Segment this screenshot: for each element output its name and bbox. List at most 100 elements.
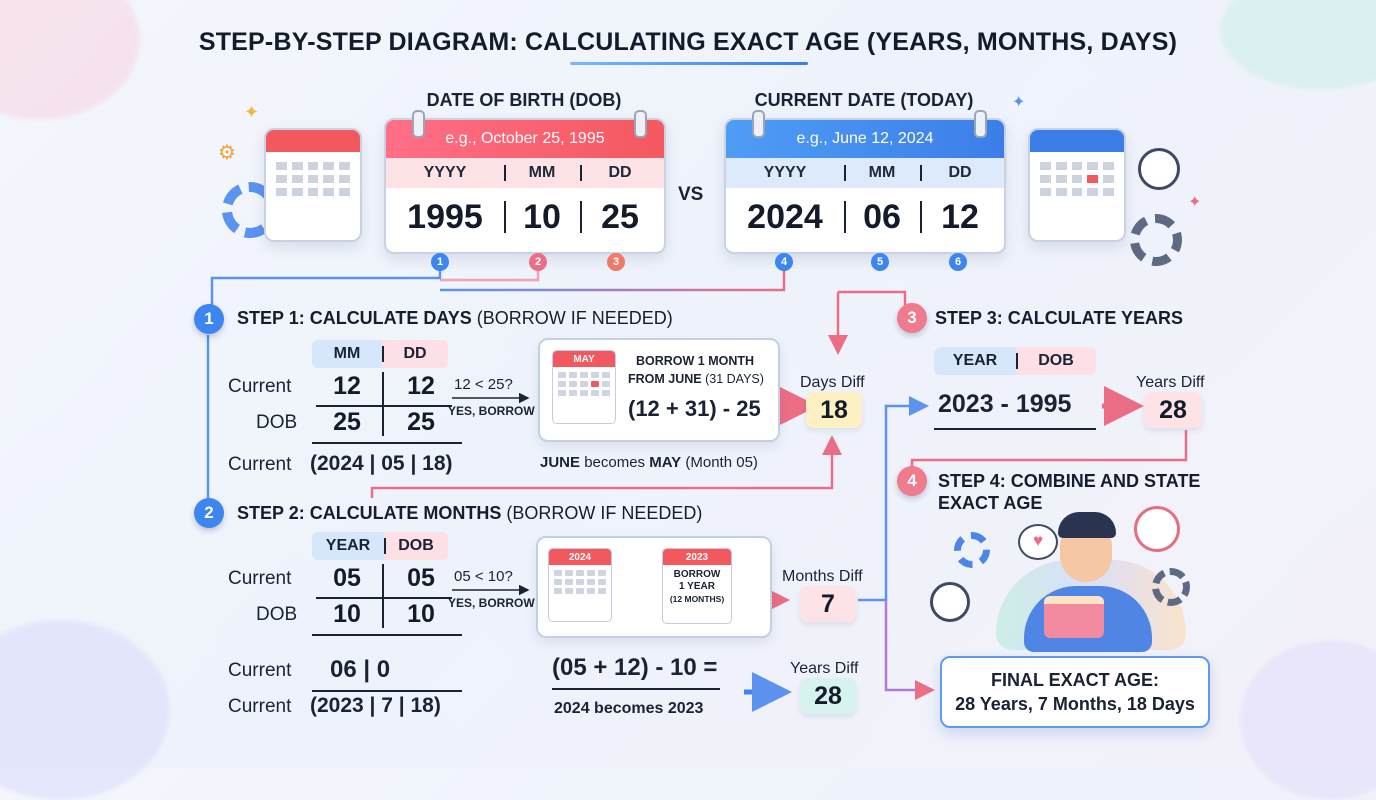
current-label-year: YYYY — [763, 164, 807, 181]
step2-row-label-dob: DOB — [256, 604, 298, 625]
step2-header-dob: DOB — [384, 532, 448, 560]
step2-dob-b: 10 — [407, 600, 435, 628]
calendar-ring — [974, 110, 987, 138]
clock-icon — [1138, 148, 1180, 190]
calendar-2023-label: 2023 — [663, 549, 731, 565]
clock-icon — [1134, 506, 1180, 552]
step3-badge: 3 — [897, 303, 927, 333]
borrow-line-3: (12 MONTHS) — [669, 594, 725, 604]
months-diff-label: Months Diff — [782, 568, 863, 585]
divider — [312, 690, 462, 692]
step2-final-row-label: Current — [228, 696, 292, 717]
step1-title-text: STEP 1: CALCULATE DAYS — [237, 308, 472, 328]
current-value-month: 06 — [844, 198, 920, 237]
step1-current-mm: 12 — [333, 372, 361, 400]
current-heading: CURRENT DATE (TODAY) — [754, 90, 974, 110]
heart-bubble-icon: ♥ — [1018, 524, 1058, 560]
marker-5: 5 — [871, 253, 889, 271]
step1-note: JUNE becomes MAY (Month 05) — [540, 454, 758, 471]
calendar-ring — [634, 110, 647, 138]
step1-compare: 12 < 25? — [454, 376, 513, 393]
step1-dob-dd: 25 — [407, 408, 435, 436]
divider — [934, 428, 1096, 430]
dob-calendar: e.g., October 25, 1995 YYYY MM DD 1995 1… — [384, 118, 666, 254]
days-diff-value: 18 — [806, 392, 862, 428]
step2-header: YEAR DOB — [312, 532, 448, 560]
title-underline — [570, 62, 808, 65]
step1-note-may: MAY — [649, 454, 682, 471]
years-diff-label-2: Years Diff — [790, 660, 859, 677]
step2-compare: 05 < 10? — [454, 568, 513, 585]
borrow-line-2: 1 YEAR — [679, 581, 715, 592]
step4-badge: 4 — [897, 466, 927, 496]
step1-borrow-days: (31 DAYS) — [705, 372, 764, 386]
step3-formula: 2023 - 1995 — [938, 390, 1072, 418]
step3-header: YEAR DOB — [934, 347, 1096, 375]
current-example: e.g., June 12, 2024 — [726, 120, 1004, 158]
connector-lines — [206, 268, 1188, 712]
dob-value-day: 25 — [580, 198, 660, 237]
step2-dob-a: 10 — [333, 600, 361, 628]
divider — [552, 688, 720, 690]
sparkle-icon: ✦ — [1188, 194, 1202, 211]
step2-title-text: STEP 2: CALCULATE MONTHS — [237, 503, 502, 523]
divider — [382, 564, 384, 628]
calendar-2023-icon: 2023 BORROW 1 YEAR (12 MONTHS) — [662, 548, 732, 624]
step2-current-b: 05 — [407, 564, 435, 592]
step2-subtitle: (BORROW IF NEEDED) — [506, 503, 703, 523]
dob-example: e.g., October 25, 1995 — [386, 120, 664, 158]
sparkle-icon: ✦ — [1012, 94, 1026, 111]
step1-compare-note: YES, BORROW — [448, 404, 535, 418]
gear-icon — [1130, 214, 1182, 266]
current-calendar: e.g., June 12, 2024 YYYY MM DD 2024 06 1… — [724, 118, 1006, 254]
calendar-ring — [752, 110, 765, 138]
step1-dob-mm: 25 — [333, 408, 361, 436]
step4-title-line2: EXACT AGE — [938, 493, 1043, 513]
divider — [316, 405, 452, 407]
marker-4: 4 — [775, 253, 793, 271]
calendar-icon — [264, 128, 362, 242]
vs-label: VS — [678, 184, 704, 205]
step1-note-june: JUNE — [540, 454, 581, 471]
clock-icon — [930, 582, 970, 622]
calendar-2024-label: 2024 — [549, 549, 611, 565]
step2-title: STEP 2: CALCULATE MONTHS (BORROW IF NEED… — [237, 503, 702, 524]
step2-formula: (05 + 12) - 10 = — [552, 654, 718, 681]
step2-formula-note: 2024 becomes 2023 — [554, 700, 704, 717]
may-calendar-label: MAY — [553, 351, 615, 367]
step1-note-becomes: becomes — [584, 454, 646, 471]
step1-borrow-line2: FROM JUNE (31 DAYS) — [628, 372, 764, 386]
step3-title: STEP 3: CALCULATE YEARS — [935, 308, 1184, 328]
step2-final-row: (2023 | 7 | 18) — [310, 694, 441, 717]
marker-2: 2 — [529, 253, 547, 271]
calendar-icon — [1028, 128, 1126, 242]
dob-heading: DATE OF BIRTH (DOB) — [426, 90, 622, 110]
step1-note-month: (Month 05) — [685, 454, 758, 471]
step1-result-row: (2024 | 05 | 18) — [310, 452, 453, 475]
sparkle-icon: ✦ — [244, 102, 260, 122]
gear-icon — [954, 532, 990, 568]
current-label-month: MM — [844, 164, 920, 182]
step2-compare-note: YES, BORROW — [448, 596, 535, 610]
divider — [382, 372, 384, 436]
final-age-value: 28 Years, 7 Months, 18 Days — [955, 694, 1195, 714]
step3-header-year: YEAR — [934, 347, 1016, 375]
step1-row-label-current: Current — [228, 376, 292, 397]
step2-header-year: YEAR — [312, 532, 384, 560]
final-age-box: FINAL EXACT AGE: 28 Years, 7 Months, 18 … — [940, 656, 1210, 728]
page-title: STEP-BY-STEP DIAGRAM: CALCULATING EXACT … — [198, 28, 1178, 56]
step2-mid-row: 06 | 0 — [330, 656, 391, 683]
step1-title: STEP 1: CALCULATE DAYS (BORROW IF NEEDED… — [237, 308, 673, 329]
step1-borrow-from: FROM JUNE — [628, 372, 702, 386]
gear-icon — [1152, 568, 1190, 606]
current-label-day: DD — [920, 164, 1000, 182]
step1-formula: (12 + 31) - 25 — [628, 396, 761, 421]
step2-mid-row-label: Current — [228, 660, 292, 681]
years-diff-label: Years Diff — [1136, 374, 1205, 391]
current-value-year: 2024 — [747, 197, 823, 236]
dob-label-month: MM — [504, 164, 580, 182]
step2-current-a: 05 — [333, 564, 361, 592]
divider — [316, 597, 452, 599]
calendar-ring — [412, 110, 425, 138]
gear-icon: ⚙ — [218, 142, 236, 164]
